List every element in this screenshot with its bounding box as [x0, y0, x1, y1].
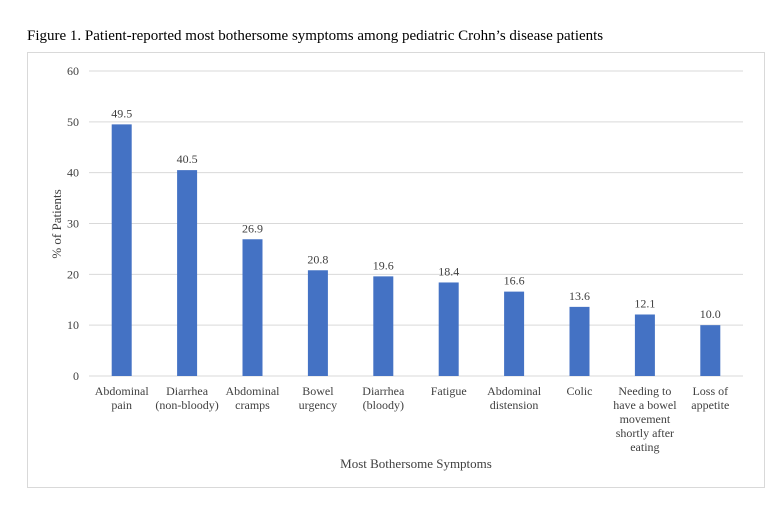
- bar: [634, 314, 655, 376]
- x-category-label: Abdominal cramps: [226, 384, 281, 412]
- y-tick-label: 20: [67, 267, 79, 281]
- bar: [504, 291, 525, 376]
- y-tick-label: 10: [67, 318, 79, 332]
- y-tick-label: 60: [67, 64, 79, 78]
- y-tick-label: 40: [67, 166, 79, 180]
- bar: [569, 306, 590, 376]
- data-label: 18.4: [438, 264, 459, 278]
- y-tick-label: 30: [67, 217, 79, 231]
- bar: [700, 325, 721, 376]
- bar: [177, 170, 198, 376]
- bar: [111, 124, 132, 376]
- bar: [438, 282, 459, 376]
- chart-frame: [27, 52, 765, 488]
- data-label: 13.6: [569, 289, 590, 303]
- x-category-label: Loss of appetite: [691, 384, 729, 412]
- data-label: 19.6: [373, 258, 394, 272]
- x-category-label: Abdominal distension: [487, 384, 542, 412]
- y-tick-label: 0: [73, 369, 79, 383]
- x-category-label: Diarrhea (bloody): [362, 384, 405, 412]
- data-label: 12.1: [634, 296, 655, 310]
- data-labels: 49.5 40.5 26.9 20.8 19.6 18.4 16.6 13.6 12.1 10.0: [111, 106, 721, 321]
- bars: [111, 124, 721, 376]
- bar: [307, 270, 328, 376]
- y-tick-label: 50: [67, 115, 79, 129]
- gridlines: [89, 70, 743, 377]
- y-axis-ticks: 0 10 20 30 40 50 60: [67, 64, 79, 383]
- y-axis-title: % of Patients: [49, 189, 64, 258]
- x-category-label: Needing to have a bowel movement shortly af…: [613, 384, 677, 454]
- data-label: 49.5: [111, 106, 132, 120]
- data-label: 26.9: [242, 221, 263, 235]
- bar: [242, 239, 263, 376]
- x-axis-title: Most Bothersome Symptoms: [340, 456, 492, 471]
- data-label: 16.6: [504, 274, 525, 288]
- bar: [373, 276, 394, 376]
- figure-title: Figure 1. Patient-reported most botherso…: [27, 28, 604, 44]
- x-category-label: Diarrhea (non-bloody): [155, 384, 218, 412]
- data-label: 20.8: [307, 252, 328, 266]
- x-category-label: Fatigue: [431, 384, 467, 398]
- x-category-label: Abdominal pain: [95, 384, 150, 412]
- x-category-label: Bowel urgency: [299, 384, 337, 412]
- data-label: 40.5: [177, 152, 198, 166]
- data-label: 10.0: [700, 307, 721, 321]
- x-category-label: Colic: [567, 384, 593, 398]
